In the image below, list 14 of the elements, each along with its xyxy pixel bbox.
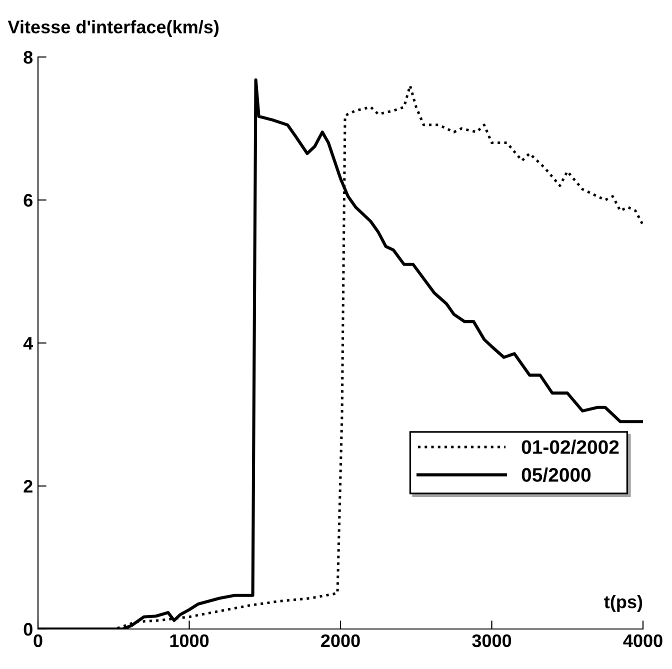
legend-label: 01-02/2002 [522, 440, 619, 454]
x-tick-label: 0 [34, 634, 42, 648]
y-tick-label: 8 [24, 50, 33, 64]
x-tick-label: 4000 [623, 634, 662, 648]
y-tick-label: 2 [24, 480, 32, 493]
x-tick-label: 3000 [472, 634, 512, 648]
x-tick-label: 2000 [321, 634, 360, 648]
x-axis-title: t(ps) [604, 595, 642, 612]
y-tick-label: 0 [24, 622, 32, 636]
y-tick-label: 6 [24, 194, 32, 207]
x-tick-label: 1000 [170, 634, 209, 648]
legend-label: 05/2000 [522, 468, 591, 482]
y-tick-label: 4 [23, 337, 34, 350]
y-axis-title: Vitesse d'interface(km/s) [8, 20, 219, 37]
